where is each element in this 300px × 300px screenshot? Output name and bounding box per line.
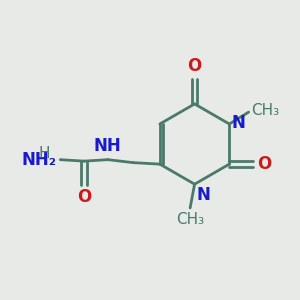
Text: N: N — [197, 186, 211, 204]
Text: O: O — [258, 155, 272, 173]
Text: CH₃: CH₃ — [176, 212, 204, 226]
Text: NH₂: NH₂ — [22, 151, 57, 169]
Text: O: O — [188, 57, 202, 75]
Text: H: H — [38, 146, 50, 161]
Text: NH: NH — [94, 137, 122, 155]
Text: N: N — [232, 113, 246, 131]
Text: O: O — [77, 188, 91, 206]
Text: CH₃: CH₃ — [252, 103, 280, 118]
